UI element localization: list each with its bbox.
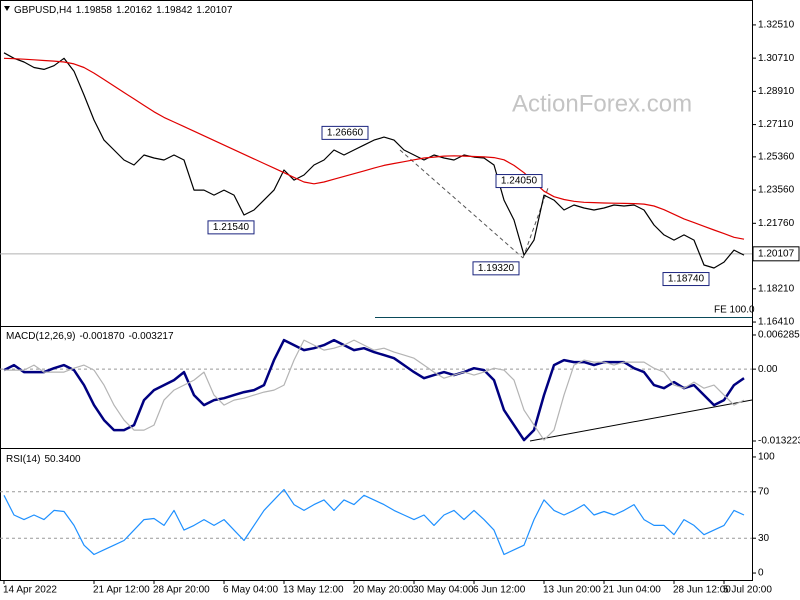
y-tick-label: 1.30710 xyxy=(758,53,795,64)
annotation-box xyxy=(207,220,255,235)
annotation-box xyxy=(662,272,710,287)
y-tick-label: 0.006285 xyxy=(758,330,800,341)
projection-line xyxy=(522,187,549,259)
annotation-box xyxy=(495,174,543,189)
panel-title: RSI(14) xyxy=(6,454,40,465)
header-value: -0.003217 xyxy=(129,331,174,342)
annotation-box xyxy=(321,125,369,140)
y-tick-label: 1.21760 xyxy=(758,218,795,229)
y-tick-label: -0.013223 xyxy=(758,436,800,447)
series-line xyxy=(3,57,745,240)
y-tick-label: 1.27110 xyxy=(758,119,794,130)
x-tick-label: 6 Jun 12:00 xyxy=(473,585,526,596)
annotation-label: 1.26660 xyxy=(327,128,364,139)
series-line xyxy=(3,488,745,556)
y-tick-label: 1.23560 xyxy=(758,185,795,196)
y-tick-label: 30 xyxy=(758,533,770,544)
trend-line xyxy=(529,399,753,442)
panel-header: RSI(14) 50.3400 xyxy=(6,454,81,465)
x-tick-label: 30 May 04:00 xyxy=(413,585,474,596)
annotation-label: 1.21540 xyxy=(213,222,250,233)
current-price-label: 1.20107 xyxy=(758,248,795,259)
y-tick-label: 0.00 xyxy=(758,364,778,375)
panel-header: GBPUSD,H4 1.19858 1.20162 1.19842 1.20107 xyxy=(14,5,233,16)
x-tick-label: 21 Jun 04:00 xyxy=(603,585,661,596)
y-tick-label: 1.32510 xyxy=(758,20,795,31)
header-value: 1.19842 xyxy=(156,5,193,16)
annotation-box xyxy=(472,261,520,276)
current-price-box xyxy=(752,246,800,262)
series-line xyxy=(4,339,745,441)
y-tick-label: 1.16410 xyxy=(758,317,795,328)
header-value: 1.20162 xyxy=(116,5,153,16)
x-tick-label: 13 Jun 20:00 xyxy=(543,585,601,596)
projection-line xyxy=(399,149,524,259)
annotation-label: 1.18740 xyxy=(668,274,705,285)
y-tick-label: 70 xyxy=(758,486,770,497)
y-tick-label: 1.18210 xyxy=(758,283,795,294)
x-tick-label: 14 Apr 2022 xyxy=(3,585,57,596)
y-tick-label: 1.28910 xyxy=(758,86,795,97)
frame xyxy=(0,0,753,581)
panel-title: MACD(12,26,9) xyxy=(6,331,75,342)
header-value: 50.3400 xyxy=(44,454,81,465)
panel-header: MACD(12,26,9) -0.001870 -0.003217 xyxy=(6,331,174,342)
fe-label: FE 100.0 xyxy=(714,305,755,316)
series-line xyxy=(3,338,745,442)
x-tick-label: 5 Jul 20:00 xyxy=(723,585,772,596)
header-value: -0.001870 xyxy=(79,331,124,342)
x-tick-label: 13 May 12:00 xyxy=(283,585,344,596)
annotation-label: 1.24050 xyxy=(501,176,538,187)
y-tick-label: 100 xyxy=(758,452,775,463)
menu-arrow xyxy=(4,6,10,11)
series-line xyxy=(3,52,745,269)
watermark: ActionForex.com xyxy=(512,90,692,117)
annotation-label: 1.19320 xyxy=(478,263,515,274)
header-value: 1.19858 xyxy=(76,5,113,16)
y-tick-label: 1.25360 xyxy=(758,152,795,163)
x-tick-label: 28 Apr 20:00 xyxy=(153,585,210,596)
x-tick-label: 6 May 04:00 xyxy=(223,585,278,596)
header-value: 1.20107 xyxy=(196,5,233,16)
panel-title: GBPUSD,H4 xyxy=(14,5,72,16)
x-tick-label: 21 Apr 12:00 xyxy=(93,585,150,596)
y-tick-label: 0 xyxy=(758,568,764,579)
x-tick-label: 20 May 20:00 xyxy=(353,585,414,596)
x-tick-label: 28 Jun 12:00 xyxy=(673,585,731,596)
